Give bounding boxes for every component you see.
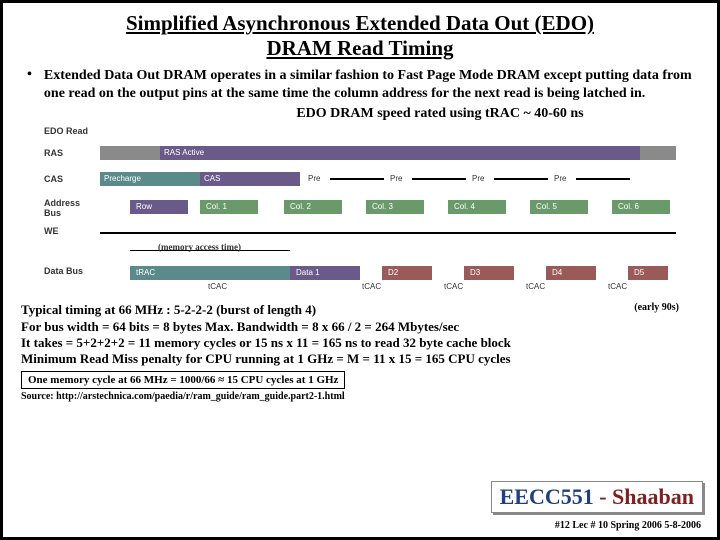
col6: Col. 6 [612,200,670,214]
pre-4: Pre [554,174,566,183]
row-data: Data Bus [44,266,84,276]
we-line [100,232,676,234]
ras-active-bar [160,146,640,160]
brand-1: EECC551 [500,484,594,509]
row-bar: Row [130,200,188,214]
col4: Col. 4 [448,200,506,214]
data3: D3 [464,266,514,280]
tcac1: tCAC [208,282,227,291]
meta-line: #12 Lec # 10 Spring 2006 5-8-2006 [555,520,701,531]
bottom-block: (early 90s) Typical timing at 66 MHz : 5… [21,302,699,367]
tcac3: tCAC [444,282,463,291]
row-we: WE [44,226,59,236]
brand-2: - Shaaban [594,484,694,509]
diagram-header: EDO Read [44,126,88,136]
col5: Col. 5 [530,200,588,214]
data5: D5 [628,266,668,280]
ras-lead [100,146,160,160]
ras-tail [640,146,676,160]
bullet-text: Extended Data Out DRAM operates in a sim… [44,67,699,102]
early-note: (early 90s) [634,302,679,315]
row-ras: RAS [44,148,63,158]
ras-active-label: RAS Active [164,148,204,157]
brand-box: EECC551 - Shaaban [491,481,703,513]
title-line1: Simplified Asynchronous Extended Data Ou… [126,11,594,35]
footer-box: One memory cycle at 66 MHz = 1000/66 ≈ 1… [21,371,345,389]
typical-l3: It takes = 5+2+2+2 = 11 memory cycles or… [21,335,699,351]
tcac2: tCAC [362,282,381,291]
typical-l2: For bus width = 64 bits = 8 bytes Max. B… [21,319,699,335]
cas-bar: CAS [200,172,300,186]
timing-diagram: EDO Read RAS RAS Active CAS Precharge CA… [40,126,680,296]
rate-note: EDO DRAM speed rated using tRAC ~ 40-60 … [21,106,699,122]
data2: D2 [382,266,432,280]
bullet-row: • Extended Data Out DRAM operates in a s… [21,67,699,102]
col3: Col. 3 [366,200,424,214]
bullet-dot: • [27,67,32,102]
typical-l1: Typical timing at 66 MHz : 5-2-2-2 (burs… [21,302,699,318]
data1: Data 1 [290,266,360,280]
mem-time-label: (memory access time) [158,242,241,252]
row-cas: CAS [44,174,63,184]
pre-2: Pre [390,174,402,183]
pre-3: Pre [472,174,484,183]
tcac5: tCAC [608,282,627,291]
col1: Col. 1 [200,200,258,214]
precharge-bar: Precharge [100,172,200,186]
source-line: Source: http://arstechnica.com/paedia/r/… [21,391,699,402]
tcac4: tCAC [526,282,545,291]
trac-bar: tRAC [130,266,290,280]
title-line2: DRAM Read Timing [266,36,453,60]
page-title: Simplified Asynchronous Extended Data Ou… [21,11,699,61]
row-addr: Address Bus [44,198,88,218]
typical-l4: Minimum Read Miss penalty for CPU runnin… [21,351,699,367]
pre-1: Pre [308,174,320,183]
data4: D4 [546,266,596,280]
col2: Col. 2 [284,200,342,214]
